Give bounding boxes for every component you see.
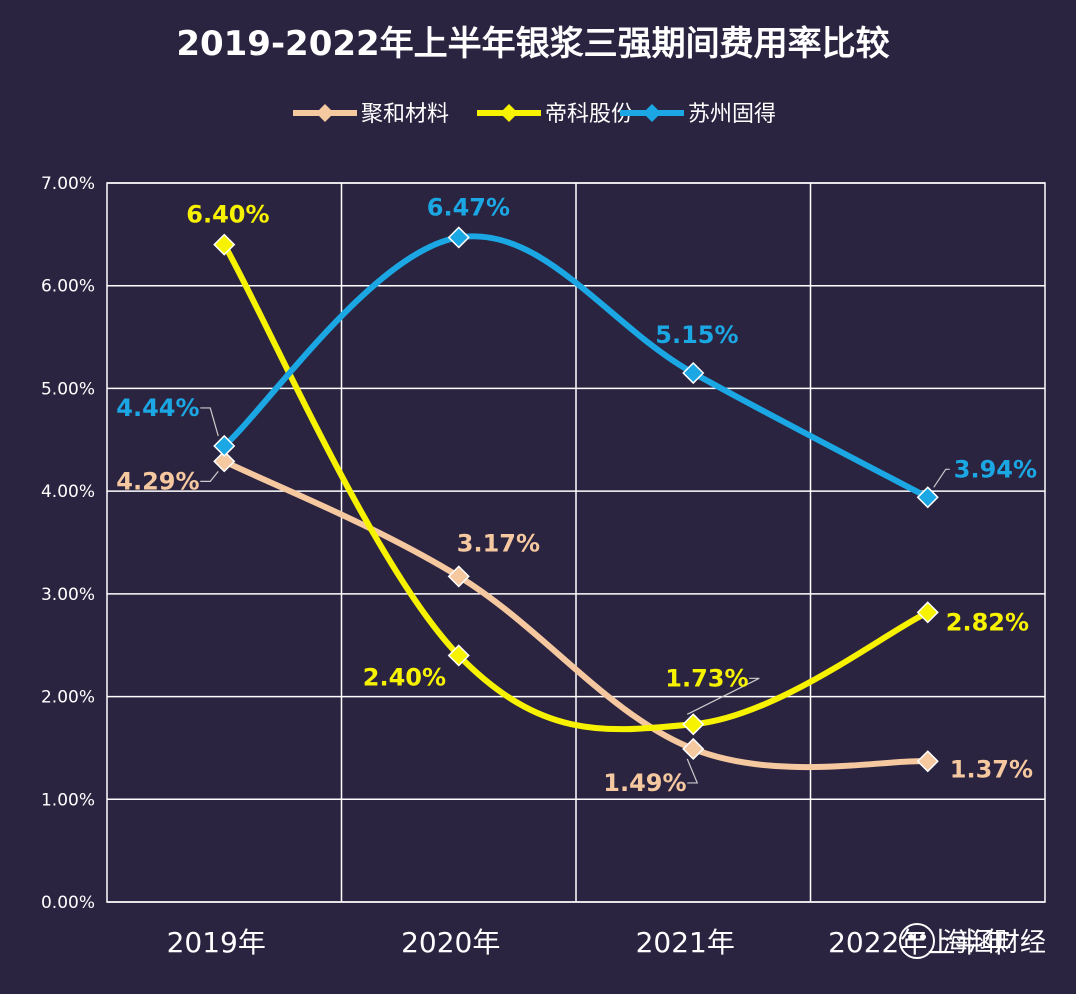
data-labels: 4.29% 3.17% 1.49% 1.37% 6.40% 2.40% 1.73% 2.82%…: [116, 193, 1037, 797]
data-point: [213, 450, 236, 473]
data-point: [916, 486, 939, 509]
data-label: 2.40%: [363, 663, 446, 691]
leader-line: [686, 677, 760, 715]
data-label: 6.40%: [186, 201, 269, 229]
series-line-2: [221, 241, 931, 733]
leader-line: [200, 470, 219, 482]
data-label: 1.37%: [950, 755, 1033, 783]
y-tick-label: 4.00%: [41, 482, 95, 502]
leader-line: [933, 468, 950, 488]
watermark-text: 海涵财经: [942, 928, 1046, 958]
y-tick-label: 2.00%: [41, 688, 95, 708]
x-tick-label: 2022年上半年: [828, 926, 1011, 959]
data-point: [447, 565, 470, 588]
data-label: 6.47%: [427, 193, 510, 221]
data-label: 1.49%: [603, 769, 686, 797]
legend-swatch-marker: [643, 104, 661, 122]
leader-line: [200, 407, 219, 437]
data-label: 2.82%: [946, 608, 1029, 636]
series-lines: [213, 226, 939, 773]
x-tick-label: 2019年: [167, 926, 266, 959]
legend-swatch-marker: [500, 104, 518, 122]
legend-swatch-marker: [316, 104, 334, 122]
y-tick-label: 1.00%: [41, 790, 95, 810]
wechat-icon-dot: [920, 934, 926, 940]
data-point: [682, 713, 705, 736]
series-line-3: [221, 233, 931, 501]
legend-label: 聚和材料: [361, 102, 449, 127]
data-label: 4.29%: [116, 467, 199, 495]
x-tick-label: 2021年: [636, 926, 735, 959]
y-tick-label: 7.00%: [41, 174, 95, 194]
y-tick-label: 0.00%: [41, 893, 95, 913]
legend-label: 帝科股份: [545, 102, 633, 127]
data-point: [916, 601, 939, 624]
y-axis: 0.00% 1.00% 2.00% 3.00% 4.00% 5.00% 6.00% 7.00%: [41, 174, 95, 913]
x-tick-label: 2020年: [401, 926, 500, 959]
y-tick-label: 6.00%: [41, 277, 95, 297]
data-point: [213, 434, 236, 458]
x-axis: 2019年 2020年 2021年 2022年上半年: [167, 926, 1012, 959]
data-point: [447, 226, 470, 249]
data-point: [213, 233, 236, 256]
grid: [106, 182, 1046, 903]
wechat-icon: [899, 923, 935, 959]
data-point: [682, 737, 705, 761]
leader-line: [686, 758, 699, 784]
data-label: 3.17%: [457, 529, 540, 557]
y-tick-label: 3.00%: [41, 585, 95, 605]
data-label: 1.73%: [665, 664, 748, 692]
watermark: 海涵财经: [899, 923, 1046, 959]
y-tick-label: 5.00%: [41, 379, 95, 399]
data-point: [916, 750, 939, 773]
wechat-icon-dot: [908, 934, 914, 940]
legend: 聚和材料 帝科股份 苏州固得: [293, 102, 776, 127]
data-label: 5.15%: [655, 321, 738, 349]
chart-title: 2019-2022年上半年银浆三强期间费用率比较: [176, 24, 889, 64]
data-point: [447, 644, 470, 667]
series-line-1: [221, 458, 931, 771]
data-point: [682, 361, 705, 385]
legend-label: 苏州固得: [688, 102, 776, 127]
data-label: 3.94%: [954, 455, 1037, 483]
data-label: 4.44%: [116, 394, 199, 422]
